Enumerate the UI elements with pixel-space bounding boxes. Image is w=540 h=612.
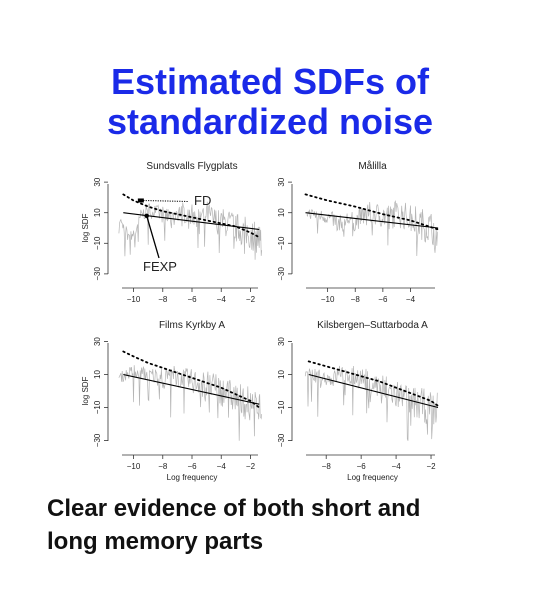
sdf-panel-3: Films Kyrkby A −30 −10 10 30 −10 −8 −6 −4 −2 log S… <box>81 320 263 471</box>
y-tick-label: 30 <box>93 337 102 346</box>
y-tick-label: −30 <box>277 433 286 447</box>
x-tick-label: −6 <box>357 462 367 471</box>
y-tick-label: −10 <box>277 236 286 250</box>
y-tick-label: −10 <box>277 400 286 414</box>
panel-title: Sundsvalls Flygplats <box>146 161 237 172</box>
x-tick-label: −10 <box>127 462 141 471</box>
sdf-panel-2: Målilla −30 −10 10 30 −10 −8 −6 −4 <box>277 160 440 304</box>
panel-title: Målilla <box>358 160 387 172</box>
x-axis-label: Log frequency <box>347 473 398 482</box>
x-axis-label: Log frequency <box>167 473 218 482</box>
fd-fit-line <box>304 193 440 231</box>
x-tick-label: −10 <box>321 295 335 304</box>
fexp-fit-line <box>308 373 439 409</box>
y-axis-label: log SDF <box>81 376 90 405</box>
y-tick-label: −10 <box>93 236 102 250</box>
x-tick-label: −4 <box>406 295 416 304</box>
x-tick-label: −10 <box>127 295 141 304</box>
sdf-spectrum-line <box>118 365 263 441</box>
fd-label: FD <box>194 193 211 208</box>
slide-title-line-1: Estimated SDFs of <box>110 61 430 102</box>
sdf-panel-1: Sundsvalls Flygplats −30 −10 10 30 −10 −8 −6 −4 −… <box>81 161 263 304</box>
fexp-label: FEXP <box>143 259 177 274</box>
panel-title: Kilsbergen–Suttarboda A <box>317 320 428 331</box>
x-tick-label: −2 <box>426 462 436 471</box>
x-tick-label: −6 <box>187 462 197 471</box>
x-tick-label: −4 <box>217 295 227 304</box>
x-tick-label: −2 <box>246 295 256 304</box>
y-tick-label: 10 <box>277 208 286 217</box>
x-tick-label: −4 <box>392 462 402 471</box>
fexp-fit-line <box>305 212 439 229</box>
slide-title: Estimated SDFs of standardized noise <box>0 62 540 142</box>
x-tick-label: −8 <box>351 295 361 304</box>
y-tick-label: 10 <box>93 370 102 379</box>
fexp-pointer-line <box>146 215 160 259</box>
x-tick-label: −2 <box>246 462 256 471</box>
y-tick-label: 30 <box>93 177 102 186</box>
sdf-panel-4: Kilsbergen–Suttarboda A −30 −10 10 30 −8 −6 −4 −… <box>277 320 439 471</box>
slide-title-line-2: standardized noise <box>106 101 434 142</box>
y-tick-label: 30 <box>277 177 286 186</box>
fd-pointer-line <box>140 199 189 202</box>
y-tick-label: −30 <box>93 267 102 281</box>
x-tick-label: −6 <box>187 295 197 304</box>
y-tick-label: 10 <box>277 370 286 379</box>
x-tick-label: −8 <box>158 462 168 471</box>
caption: Clear evidence of both short and long me… <box>47 492 517 558</box>
sdf-spectrum-line <box>306 199 438 257</box>
caption-line-1: Clear evidence of both short and <box>47 495 421 522</box>
x-tick-label: −6 <box>378 295 388 304</box>
y-tick-label: 30 <box>277 337 286 346</box>
fd-fit-line <box>307 360 439 407</box>
y-axis-label: log SDF <box>81 213 90 242</box>
fd-pointer-marker <box>137 198 144 203</box>
y-tick-label: 10 <box>93 208 102 217</box>
fexp-pointer-marker <box>144 213 149 218</box>
fexp-fit-line <box>123 373 260 405</box>
x-tick-label: −8 <box>158 295 168 304</box>
fd-fit-line <box>122 350 261 409</box>
sdf-spectrum-line <box>304 365 438 441</box>
sdf-spectrum-line <box>118 201 263 260</box>
x-tick-label: −8 <box>322 462 332 471</box>
caption-line-2: long memory parts <box>47 528 264 555</box>
y-tick-label: −30 <box>277 267 286 281</box>
y-tick-label: −10 <box>93 400 102 414</box>
y-tick-label: −30 <box>93 433 102 447</box>
x-tick-label: −4 <box>217 462 227 471</box>
panel-title: Films Kyrkby A <box>159 320 225 331</box>
